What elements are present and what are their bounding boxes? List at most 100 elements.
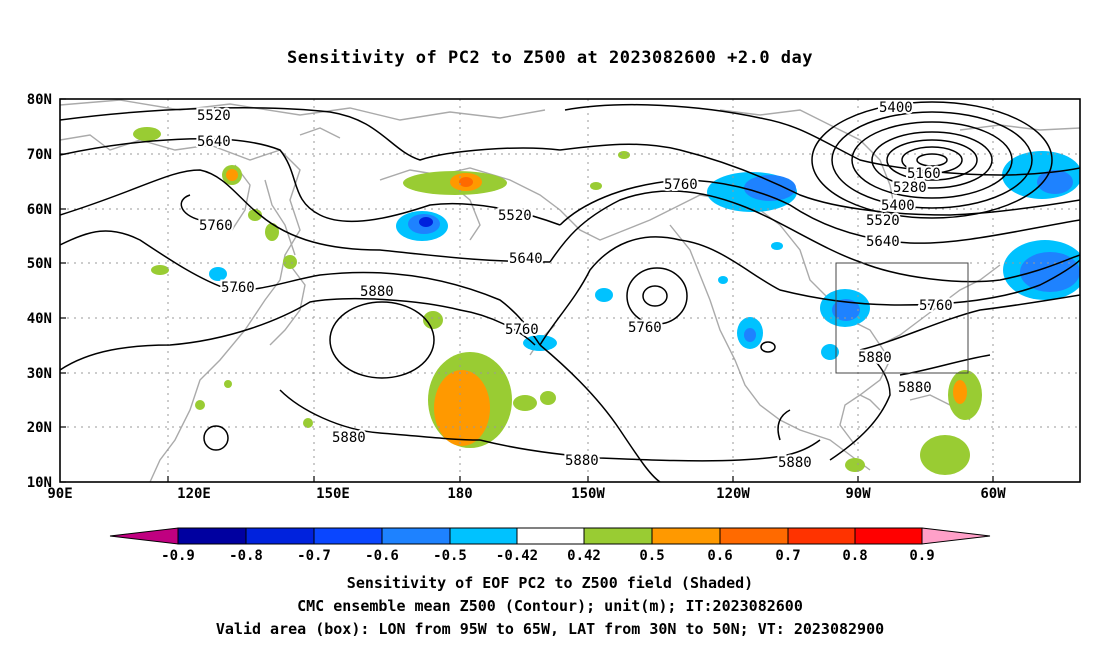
- shade-positive: [845, 458, 865, 472]
- caption-shading: Sensitivity of EOF PC2 to Z500 field (Sh…: [346, 574, 754, 592]
- shade-negative: [832, 299, 860, 321]
- lon-label: 150E: [316, 486, 350, 502]
- contour-label: 5760: [628, 320, 662, 336]
- contour-label: 5520: [866, 213, 900, 229]
- shade-positive: [513, 395, 537, 411]
- colorbar-label: -0.8: [229, 548, 263, 564]
- valid-area-box: [835, 262, 969, 374]
- shade-positive: [195, 400, 205, 410]
- lon-label: 180: [447, 486, 472, 502]
- contour-label: 5520: [197, 108, 231, 124]
- lat-labels: 80N 70N 60N 50N 40N 30N 20N 10N: [27, 92, 52, 491]
- contour-label: 5520: [498, 208, 532, 224]
- colorbar-label: -0.7: [297, 548, 331, 564]
- contour-label: 5760: [919, 298, 953, 314]
- colorbar-segment: [177, 527, 247, 545]
- coastlines: [60, 99, 1080, 482]
- shade-positive: [618, 151, 630, 159]
- lat-label: 50N: [27, 256, 52, 272]
- lon-label: 120E: [177, 486, 211, 502]
- shade-negative: [1020, 252, 1080, 292]
- lon-labels: 90E 120E 150E 180 150W 120W 90W 60W: [47, 486, 1006, 502]
- shade-positive: [133, 127, 161, 141]
- shade-positive: [423, 311, 443, 329]
- lat-label: 30N: [27, 366, 52, 382]
- contour-label: 5880: [778, 455, 812, 471]
- shade-negative: [771, 242, 783, 250]
- contour-label: 5280: [893, 180, 927, 196]
- colorbar-label: 0.42: [567, 548, 601, 564]
- shade-positive: [303, 418, 313, 428]
- shade-negative: [821, 344, 839, 360]
- colorbar-segment: [583, 527, 653, 545]
- contour-label: 5760: [221, 280, 255, 296]
- shade-positive: [151, 265, 169, 275]
- shade-positive: [920, 435, 970, 475]
- colorbar-segment: [719, 527, 789, 545]
- shade-positive: [434, 370, 490, 446]
- shade-negative: [744, 175, 796, 201]
- lon-label: 90E: [47, 486, 72, 502]
- contour-label: 5880: [858, 350, 892, 366]
- colorbar-segment-max: [921, 527, 991, 545]
- lat-label: 20N: [27, 420, 52, 436]
- colorbar-segment: [449, 527, 518, 545]
- colorbar-segment: [516, 527, 585, 545]
- contour-label: 5760: [664, 177, 698, 193]
- contour-label: 5640: [509, 251, 543, 267]
- colorbar-segment: [651, 527, 721, 545]
- colorbar-labels: -0.9 -0.8 -0.7 -0.6 -0.5 -0.42 0.42 0.5 …: [161, 548, 935, 564]
- map-frame: [59, 98, 1081, 483]
- lon-label: 120W: [716, 486, 750, 502]
- colorbar-segment: [787, 527, 856, 545]
- shade-negative: [744, 328, 756, 342]
- colorbar-segment: [854, 527, 923, 545]
- colorbar-label: 0.8: [842, 548, 867, 564]
- caption-contour: CMC ensemble mean Z500 (Contour); unit(m…: [297, 597, 803, 615]
- lat-label: 60N: [27, 202, 52, 218]
- lat-label: 70N: [27, 147, 52, 163]
- lon-label: 150W: [571, 486, 605, 502]
- lat-label: 80N: [27, 92, 52, 108]
- colorbar-label: -0.5: [433, 548, 467, 564]
- shade-negative: [209, 267, 227, 281]
- contour-label: 5880: [332, 430, 366, 446]
- axis-ticks: [60, 98, 994, 483]
- shade-positive: [226, 169, 238, 181]
- sensitivity-shading: [133, 127, 1080, 475]
- lat-label: 10N: [27, 475, 52, 491]
- shade-negative: [718, 276, 728, 284]
- colorbar-label: -0.42: [496, 548, 538, 564]
- lat-label: 40N: [27, 311, 52, 327]
- shade-positive: [590, 182, 602, 190]
- shade-negative: [1037, 170, 1073, 194]
- z500-contours: [60, 101, 1080, 482]
- contour-label: 5640: [866, 234, 900, 250]
- lat-lon-grid: [60, 99, 1080, 482]
- colorbar-segment: [381, 527, 451, 545]
- colorbar-label: -0.6: [365, 548, 399, 564]
- contour-label: 5400: [881, 198, 915, 214]
- contour-label: 5160: [907, 166, 941, 182]
- colorbar-label: 0.6: [707, 548, 732, 564]
- lon-label: 60W: [980, 486, 1006, 502]
- shade-positive: [265, 223, 279, 241]
- contour-label: 5880: [565, 453, 599, 469]
- shade-negative: [523, 335, 557, 351]
- shade-positive: [953, 380, 967, 404]
- colorbar-label: 0.5: [639, 548, 664, 564]
- shade-positive: [540, 391, 556, 405]
- contour-label: 5880: [898, 380, 932, 396]
- shade-negative: [595, 288, 613, 302]
- shade-positive: [248, 209, 262, 221]
- colorbar-segment-min: [109, 527, 179, 545]
- contour-label: 5640: [197, 134, 231, 150]
- map-title: Sensitivity of PC2 to Z500 at 2023082600…: [286, 48, 813, 68]
- shade-positive: [224, 380, 232, 388]
- colorbar-label: 0.7: [775, 548, 800, 564]
- contour-labels: 5520 5640 5760 5880 5760 5880 5520 5640 …: [195, 98, 955, 473]
- lon-label: 90W: [845, 486, 871, 502]
- contour-label: 5400: [879, 100, 913, 116]
- colorbar-segment: [245, 527, 315, 545]
- shade-positive: [283, 255, 297, 269]
